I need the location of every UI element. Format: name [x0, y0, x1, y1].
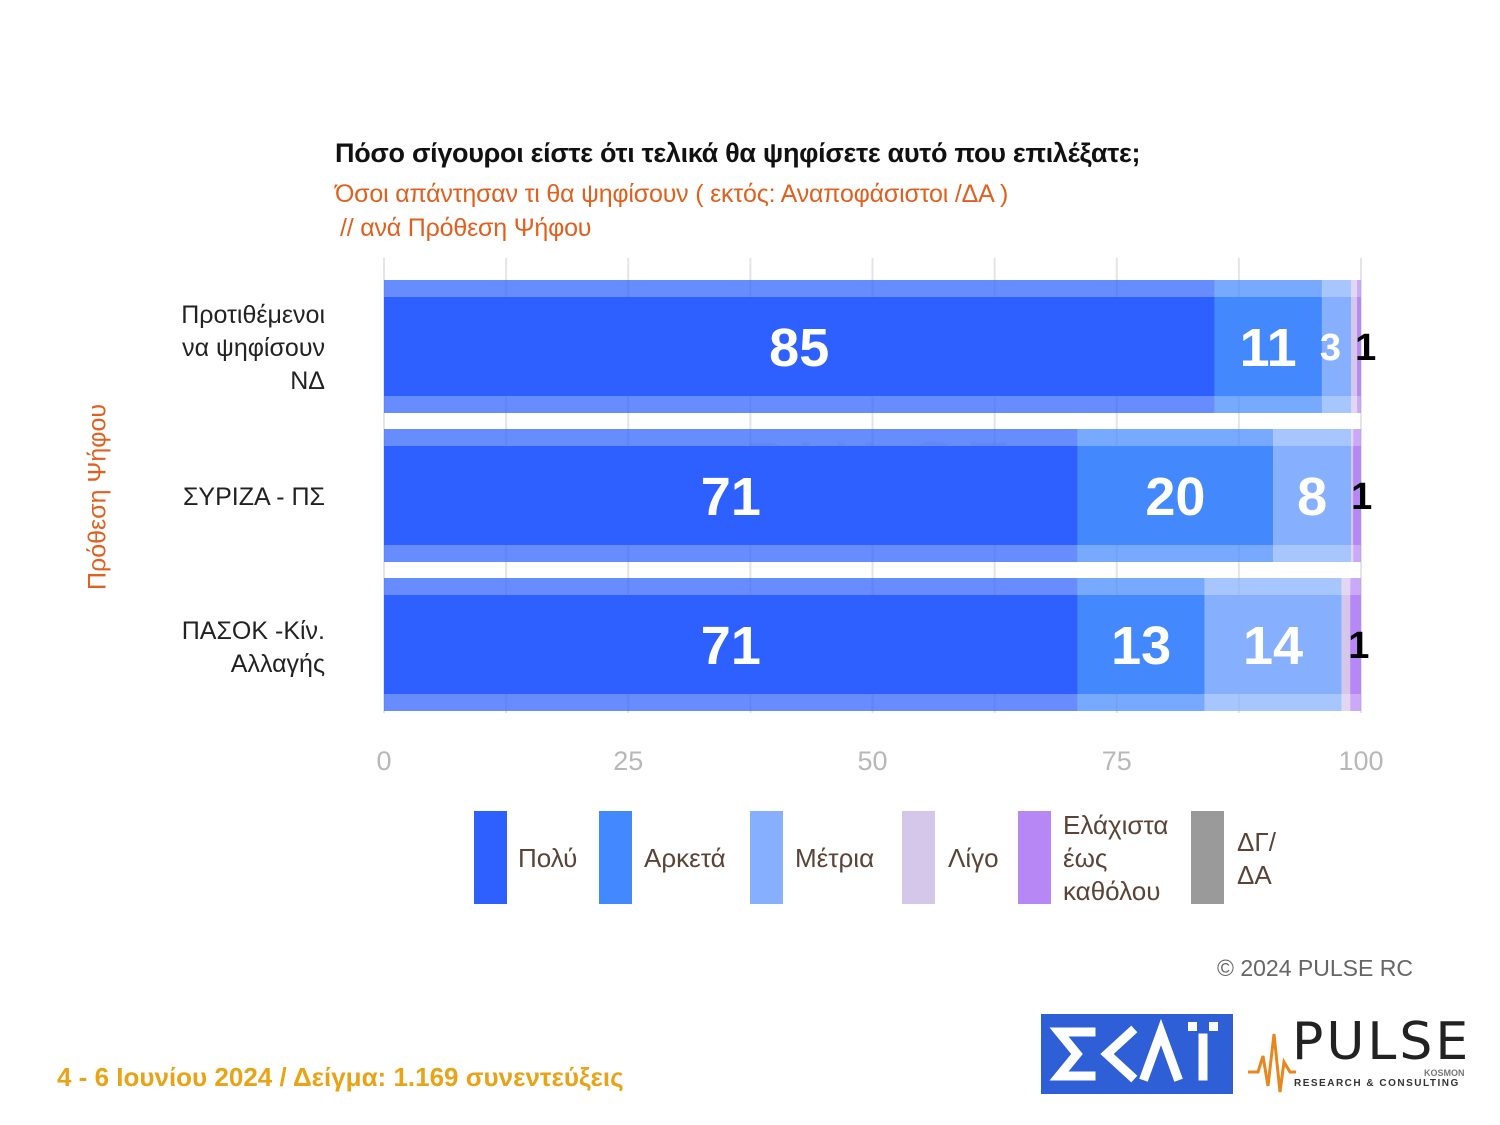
- data-label: 20: [1145, 467, 1205, 527]
- legend-label-metria: Μέτρια: [795, 843, 875, 873]
- x-tick-label: 50: [857, 746, 887, 776]
- category-label-nd: Προτιθέμενοι να ψηφίσουν ΝΔ: [181, 301, 325, 395]
- legend-swatch-dgda: [1191, 811, 1224, 904]
- bar-segment: [1077, 446, 1274, 545]
- data-label: 85: [769, 318, 829, 378]
- data-label: 11: [1240, 318, 1297, 378]
- legend-label-dgda: ΔΓ/ΔΑ: [1237, 827, 1276, 890]
- survey-footer: 4 - 6 Ιουνίου 2024 / Δείγμα: 1.169 συνεν…: [57, 1062, 624, 1092]
- x-tick-label: 100: [1338, 746, 1383, 776]
- pulse-heartbeat-icon: [1248, 1033, 1296, 1093]
- category-label-syriza: ΣΥΡΙΖΑ - ΠΣ: [182, 483, 325, 511]
- chart-subtitle: Όσοι απάντησαν τι θα ψηφίσουν ( εκτός: Α…: [335, 180, 1009, 208]
- bar-segment: [1351, 297, 1358, 396]
- copyright-text: © 2024 PULSE RC: [1217, 955, 1413, 981]
- data-label: 1: [1348, 625, 1369, 667]
- bar-segment: [1321, 297, 1352, 396]
- bar-segment: [1351, 446, 1354, 545]
- skai-logo: [1041, 1014, 1233, 1094]
- data-label: 8: [1297, 467, 1327, 527]
- bar-segment: [1214, 297, 1322, 396]
- legend-label-elaxista: Ελάχιστα έως καθόλου: [1063, 810, 1169, 906]
- pulse-logo: PULSE KOSMON RESEARCH & CONSULTING: [1246, 1012, 1468, 1098]
- bar-segment: [1204, 595, 1342, 694]
- bar-segment: [384, 595, 1078, 694]
- data-label: 3: [1320, 327, 1341, 369]
- legend-swatch-arketa: [599, 811, 632, 904]
- legend-swatch-ligo: [902, 811, 935, 904]
- bar-segment: [1273, 446, 1352, 545]
- bar-segment: [1077, 595, 1205, 694]
- legend-label-ligo: Λίγο: [948, 843, 999, 873]
- bar-segment: [1357, 297, 1361, 396]
- bar-segment: [1353, 446, 1361, 545]
- chart-subtitle-breakdown: // ανά Πρόθεση Ψήφου: [340, 214, 592, 242]
- data-label: 14: [1243, 616, 1303, 676]
- legend-label-arketa: Αρκετά: [644, 843, 726, 873]
- legend-swatch-metria: [750, 811, 783, 904]
- x-tick-label: 75: [1102, 746, 1132, 776]
- bar-segment: [1350, 595, 1361, 694]
- bar-segment: [384, 446, 1078, 545]
- pulse-logo-kosmon: KOSMON: [1424, 1068, 1465, 1078]
- data-label: 1: [1355, 327, 1376, 369]
- data-label: 71: [701, 616, 761, 676]
- bar-segment: [384, 297, 1215, 396]
- data-label: 1: [1351, 476, 1372, 518]
- legend-swatch-poly: [474, 811, 507, 904]
- pulse-logo-subtitle: RESEARCH & CONSULTING: [1294, 1078, 1460, 1089]
- chart-title: Πόσο σίγουροι είστε ότι τελικά θα ψηφίσε…: [335, 138, 1141, 168]
- legend-swatch-elaxista: [1018, 811, 1051, 904]
- legend-label-poly: Πολύ: [518, 843, 578, 873]
- category-label-pasok: ΠΑΣΟΚ -Κίν. Αλλαγής: [181, 617, 325, 678]
- pulse-logo-word: PULSE: [1292, 1012, 1472, 1072]
- skai-logo-graphic: [1049, 1018, 1218, 1083]
- x-tick-label: 0: [376, 746, 391, 776]
- data-label: 13: [1111, 616, 1171, 676]
- data-label: 71: [701, 467, 761, 527]
- bar-segment: [1341, 595, 1351, 694]
- x-tick-label: 25: [613, 746, 643, 776]
